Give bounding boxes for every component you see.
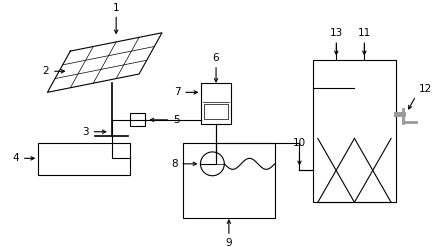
Text: 2: 2 bbox=[43, 66, 49, 76]
Text: 5: 5 bbox=[173, 115, 180, 125]
Text: 3: 3 bbox=[82, 127, 89, 137]
Bar bbox=[183, 143, 275, 218]
Bar bbox=[202, 83, 231, 124]
Text: 8: 8 bbox=[171, 159, 178, 169]
Text: 12: 12 bbox=[419, 84, 432, 94]
Bar bbox=[204, 104, 228, 120]
Text: 9: 9 bbox=[226, 238, 232, 247]
Text: 1: 1 bbox=[113, 3, 120, 13]
Bar bbox=[313, 60, 396, 202]
Text: 4: 4 bbox=[12, 153, 19, 163]
Bar bbox=[38, 143, 130, 175]
Text: 10: 10 bbox=[293, 138, 306, 148]
Text: 6: 6 bbox=[213, 53, 219, 63]
Text: 7: 7 bbox=[173, 87, 180, 97]
Bar bbox=[130, 113, 145, 126]
Text: 13: 13 bbox=[330, 28, 343, 38]
Text: 11: 11 bbox=[358, 28, 371, 38]
